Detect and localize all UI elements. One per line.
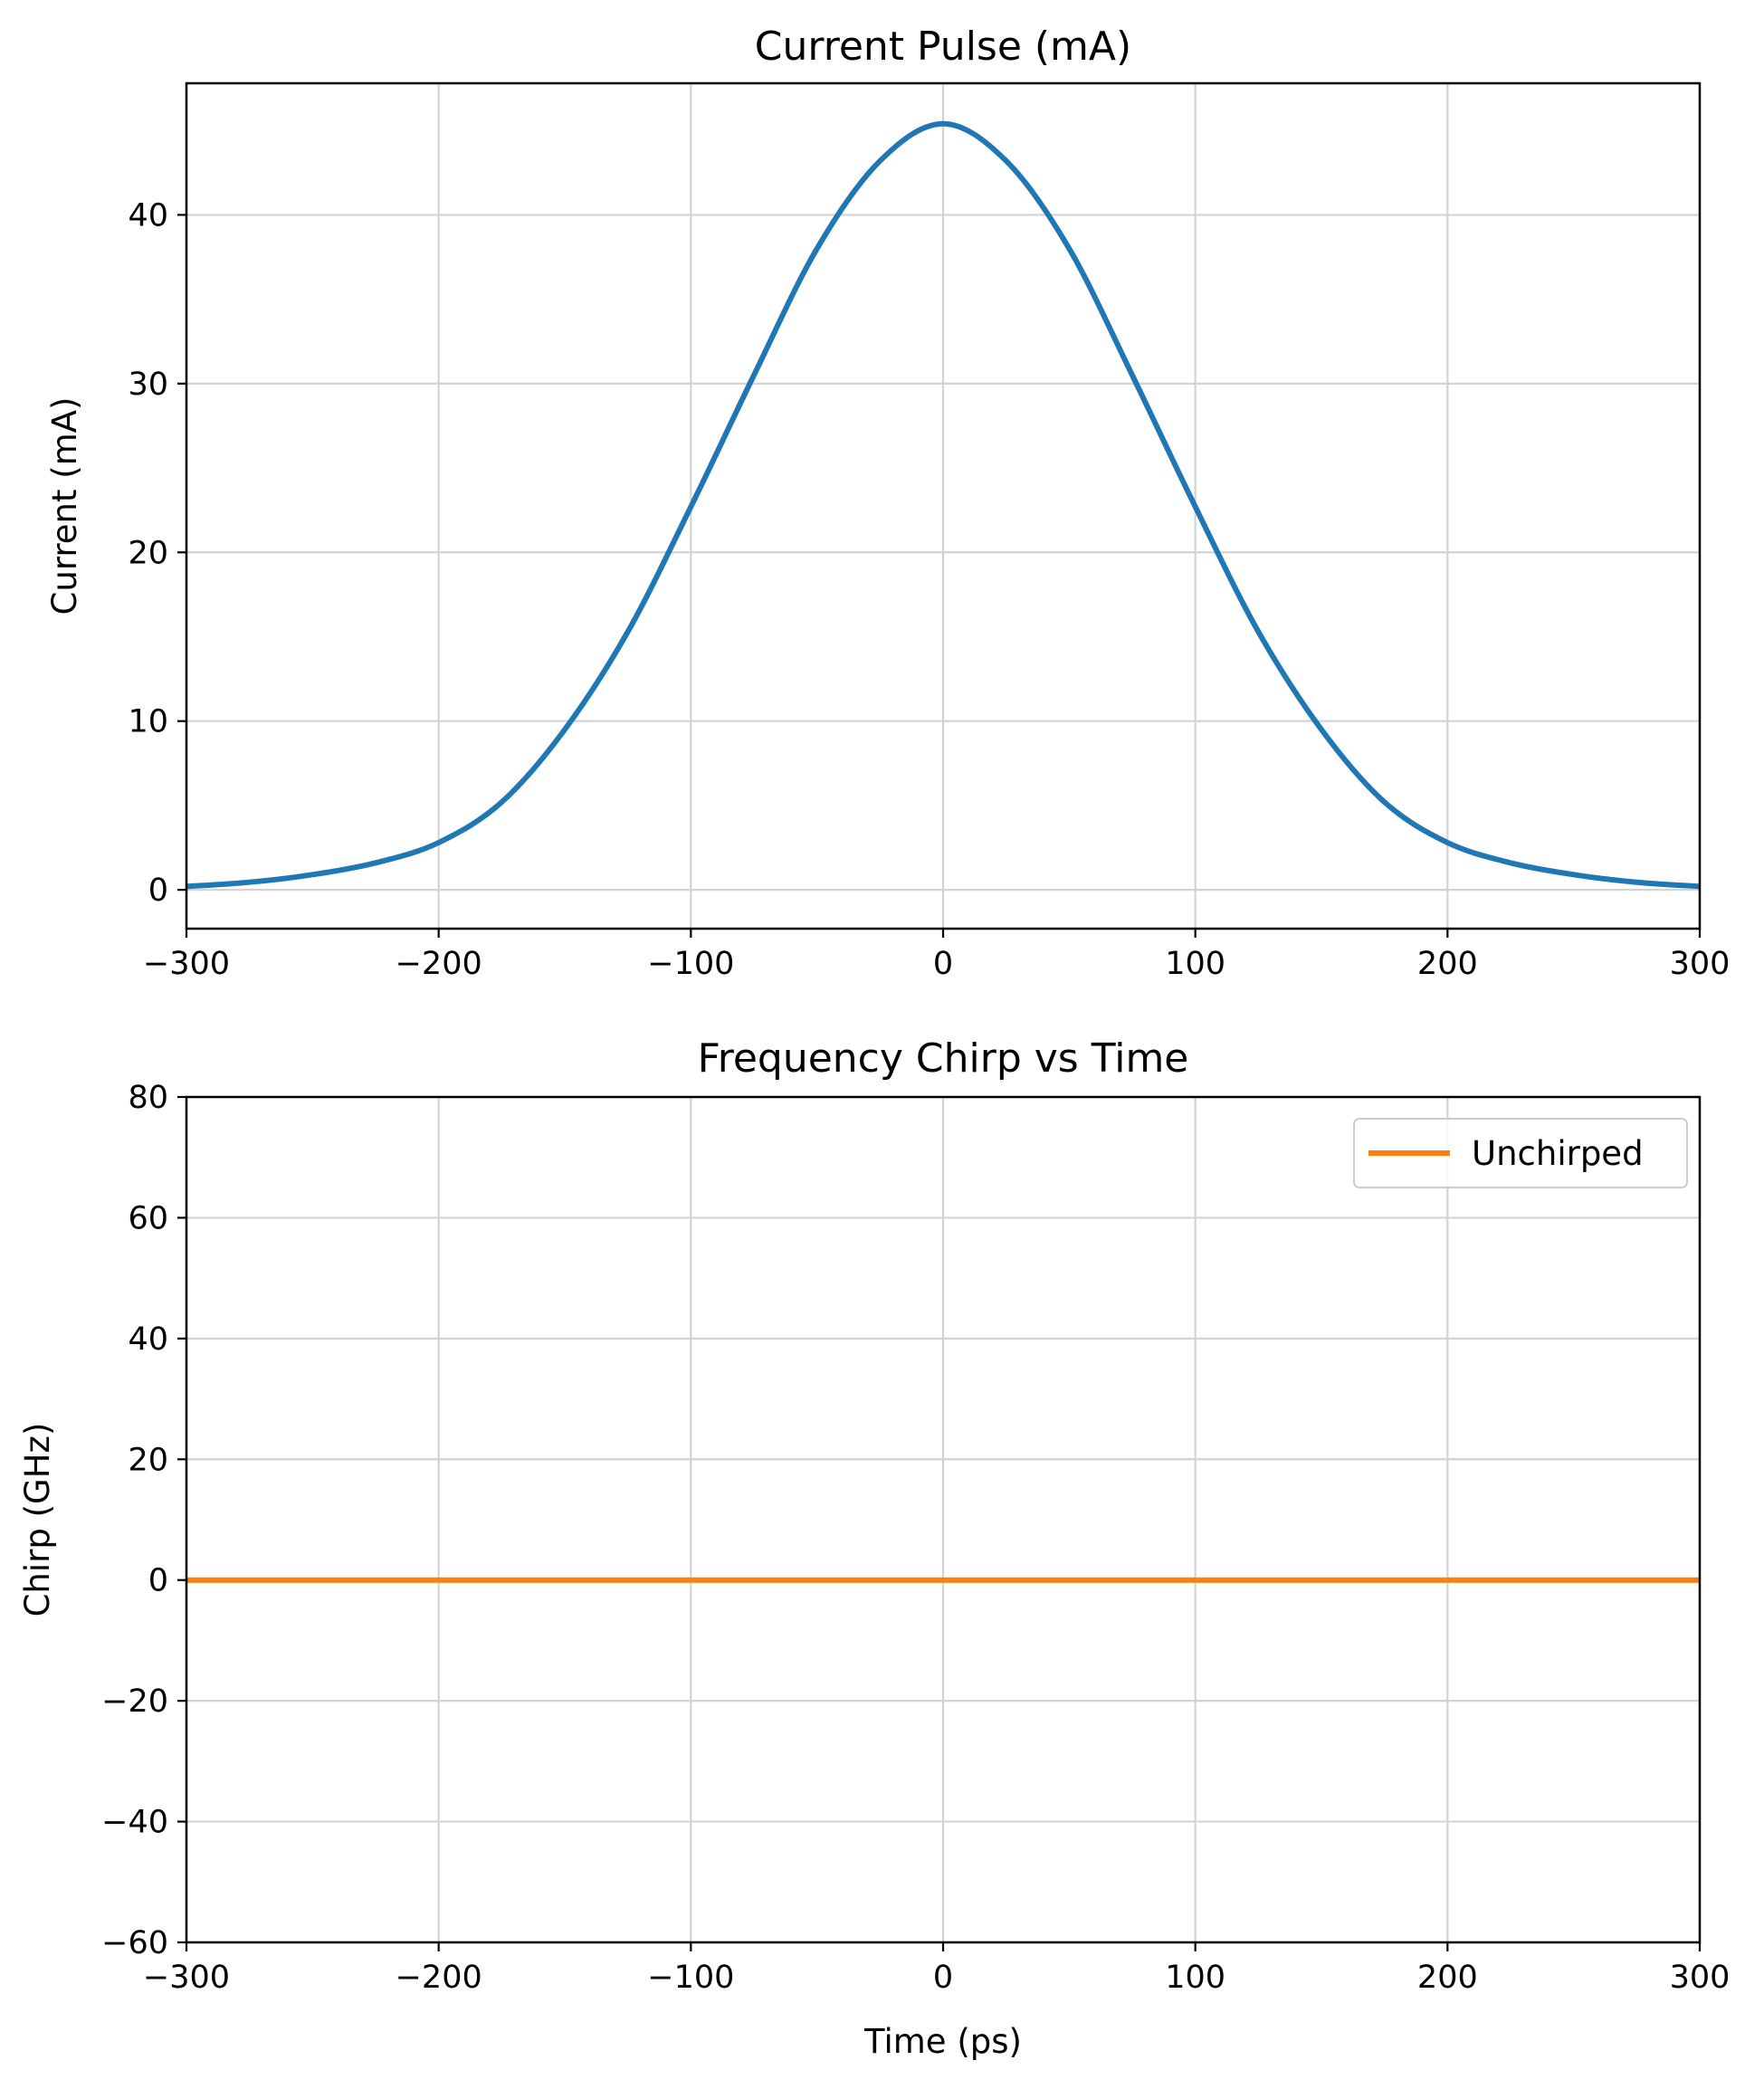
y-tick-label: 10 <box>128 704 168 740</box>
x-tick-label: −300 <box>143 946 230 982</box>
legend: Unchirped <box>1353 1118 1688 1188</box>
x-axis-label: Time (ps) <box>863 2022 1022 2061</box>
x-tick-label: −200 <box>396 1960 482 1996</box>
y-axis-label: Current (mA) <box>45 397 84 615</box>
y-tick-label: −40 <box>101 1805 168 1841</box>
y-tick-label: 20 <box>128 1442 168 1478</box>
x-tick-label: −200 <box>396 946 482 982</box>
x-tick-label: −300 <box>143 1960 230 1996</box>
x-tick-label: 200 <box>1417 1960 1478 1996</box>
x-tick-label: 100 <box>1165 1960 1225 1996</box>
y-tick-label: 80 <box>128 1080 168 1116</box>
x-tick-label: 200 <box>1417 946 1478 982</box>
x-tick-label: 0 <box>933 946 953 982</box>
chart-title: Frequency Chirp vs Time <box>698 1035 1189 1082</box>
x-tick-label: −100 <box>647 1960 734 1996</box>
y-tick-label: 0 <box>148 873 168 909</box>
current-pulse-panel: −300 −200 −100 0 100 200 300 0 10 20 30 40 Current … <box>45 24 1730 982</box>
y-tick-label: 0 <box>148 1563 168 1599</box>
y-tick-label: 20 <box>128 535 168 571</box>
y-tick-label: 40 <box>128 1321 168 1358</box>
chart-title: Current Pulse (mA) <box>755 24 1131 70</box>
x-tick-label: 100 <box>1165 946 1225 982</box>
legend-box <box>1353 1118 1688 1188</box>
y-tick-label: 40 <box>128 197 168 234</box>
legend-label: Unchirped <box>1472 1134 1644 1173</box>
x-tick-label: −100 <box>647 946 734 982</box>
y-axis-label: Chirp (GHz) <box>18 1423 57 1617</box>
series-line <box>186 120 1700 890</box>
x-tick-label: 300 <box>1670 946 1731 982</box>
x-tick-label: 300 <box>1670 1960 1731 1996</box>
y-tick-label: 60 <box>128 1200 168 1236</box>
y-tick-label: −60 <box>101 1925 168 1961</box>
x-tick-label: 0 <box>933 1960 953 1996</box>
frequency-chirp-panel: −300 −200 −100 0 100 200 300−60−40−20020406080… <box>18 1035 1730 2061</box>
y-tick-label: −20 <box>101 1684 168 1720</box>
y-tick-label: 30 <box>128 367 168 403</box>
